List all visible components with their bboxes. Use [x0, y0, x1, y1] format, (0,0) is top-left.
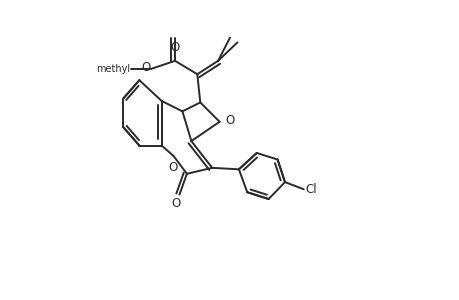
Text: O: O	[224, 114, 234, 128]
Text: Cl: Cl	[304, 183, 316, 196]
Text: O: O	[172, 197, 181, 210]
Text: O: O	[141, 61, 150, 74]
Text: methyl: methyl	[95, 64, 129, 74]
Text: O: O	[170, 40, 179, 54]
Text: O: O	[168, 161, 177, 174]
